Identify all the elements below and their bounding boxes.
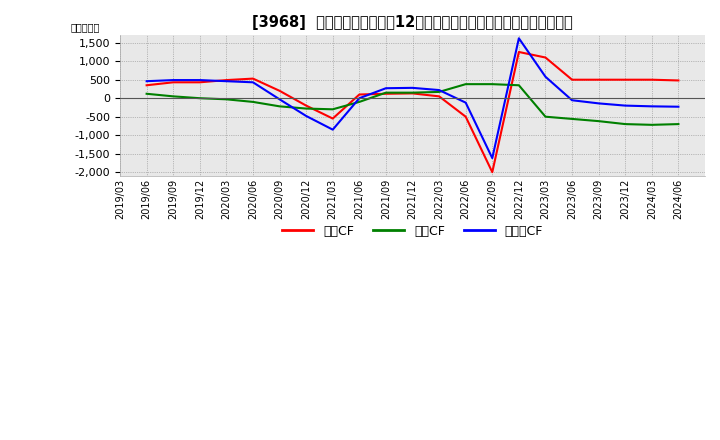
営業CF bbox=[355, 92, 364, 97]
投資CF bbox=[568, 116, 577, 121]
フリーCF bbox=[621, 103, 629, 108]
営業CF bbox=[594, 77, 603, 82]
フリーCF bbox=[275, 97, 284, 102]
投資CF bbox=[488, 81, 497, 87]
投資CF bbox=[594, 118, 603, 124]
営業CF bbox=[647, 77, 656, 82]
Line: 営業CF: 営業CF bbox=[147, 52, 678, 172]
投資CF bbox=[408, 90, 417, 95]
フリーCF bbox=[408, 85, 417, 91]
フリーCF bbox=[222, 79, 230, 84]
フリーCF bbox=[248, 80, 257, 85]
営業CF bbox=[541, 55, 550, 60]
営業CF bbox=[488, 169, 497, 175]
投資CF bbox=[143, 91, 151, 96]
投資CF bbox=[302, 106, 310, 111]
Text: （百万円）: （百万円） bbox=[71, 22, 99, 33]
フリーCF bbox=[435, 88, 444, 93]
投資CF bbox=[435, 89, 444, 95]
営業CF bbox=[169, 80, 178, 85]
フリーCF bbox=[169, 77, 178, 83]
営業CF bbox=[143, 83, 151, 88]
フリーCF bbox=[462, 100, 470, 105]
営業CF bbox=[674, 78, 683, 83]
フリーCF bbox=[328, 127, 337, 132]
投資CF bbox=[621, 121, 629, 127]
フリーCF bbox=[594, 101, 603, 106]
フリーCF bbox=[515, 36, 523, 41]
営業CF bbox=[275, 88, 284, 93]
営業CF bbox=[222, 77, 230, 83]
営業CF bbox=[382, 91, 390, 96]
投資CF bbox=[541, 114, 550, 119]
投資CF bbox=[248, 99, 257, 105]
フリーCF bbox=[355, 95, 364, 101]
営業CF bbox=[248, 76, 257, 81]
投資CF bbox=[222, 97, 230, 102]
投資CF bbox=[382, 90, 390, 95]
Line: 投資CF: 投資CF bbox=[147, 84, 678, 125]
フリーCF bbox=[541, 74, 550, 79]
営業CF bbox=[435, 94, 444, 99]
Title: [3968]  キャッシュフローの12か月移動合計の対前年同期増減額の推移: [3968] キャッシュフローの12か月移動合計の対前年同期増減額の推移 bbox=[252, 15, 573, 30]
投資CF bbox=[462, 81, 470, 87]
営業CF bbox=[195, 80, 204, 85]
営業CF bbox=[328, 116, 337, 121]
営業CF bbox=[515, 49, 523, 55]
投資CF bbox=[328, 106, 337, 112]
フリーCF bbox=[568, 98, 577, 103]
営業CF bbox=[462, 114, 470, 119]
投資CF bbox=[647, 122, 656, 128]
Legend: 営業CF, 投資CF, フリーCF: 営業CF, 投資CF, フリーCF bbox=[276, 220, 548, 243]
営業CF bbox=[408, 91, 417, 96]
フリーCF bbox=[674, 104, 683, 110]
投資CF bbox=[169, 94, 178, 99]
営業CF bbox=[568, 77, 577, 82]
投資CF bbox=[515, 83, 523, 88]
投資CF bbox=[195, 95, 204, 101]
投資CF bbox=[275, 104, 284, 109]
フリーCF bbox=[195, 77, 204, 83]
フリーCF bbox=[647, 104, 656, 109]
フリーCF bbox=[382, 86, 390, 91]
フリーCF bbox=[302, 114, 310, 119]
フリーCF bbox=[143, 79, 151, 84]
投資CF bbox=[355, 99, 364, 105]
投資CF bbox=[674, 121, 683, 127]
フリーCF bbox=[488, 155, 497, 161]
Line: フリーCF: フリーCF bbox=[147, 38, 678, 158]
営業CF bbox=[621, 77, 629, 82]
営業CF bbox=[302, 103, 310, 108]
